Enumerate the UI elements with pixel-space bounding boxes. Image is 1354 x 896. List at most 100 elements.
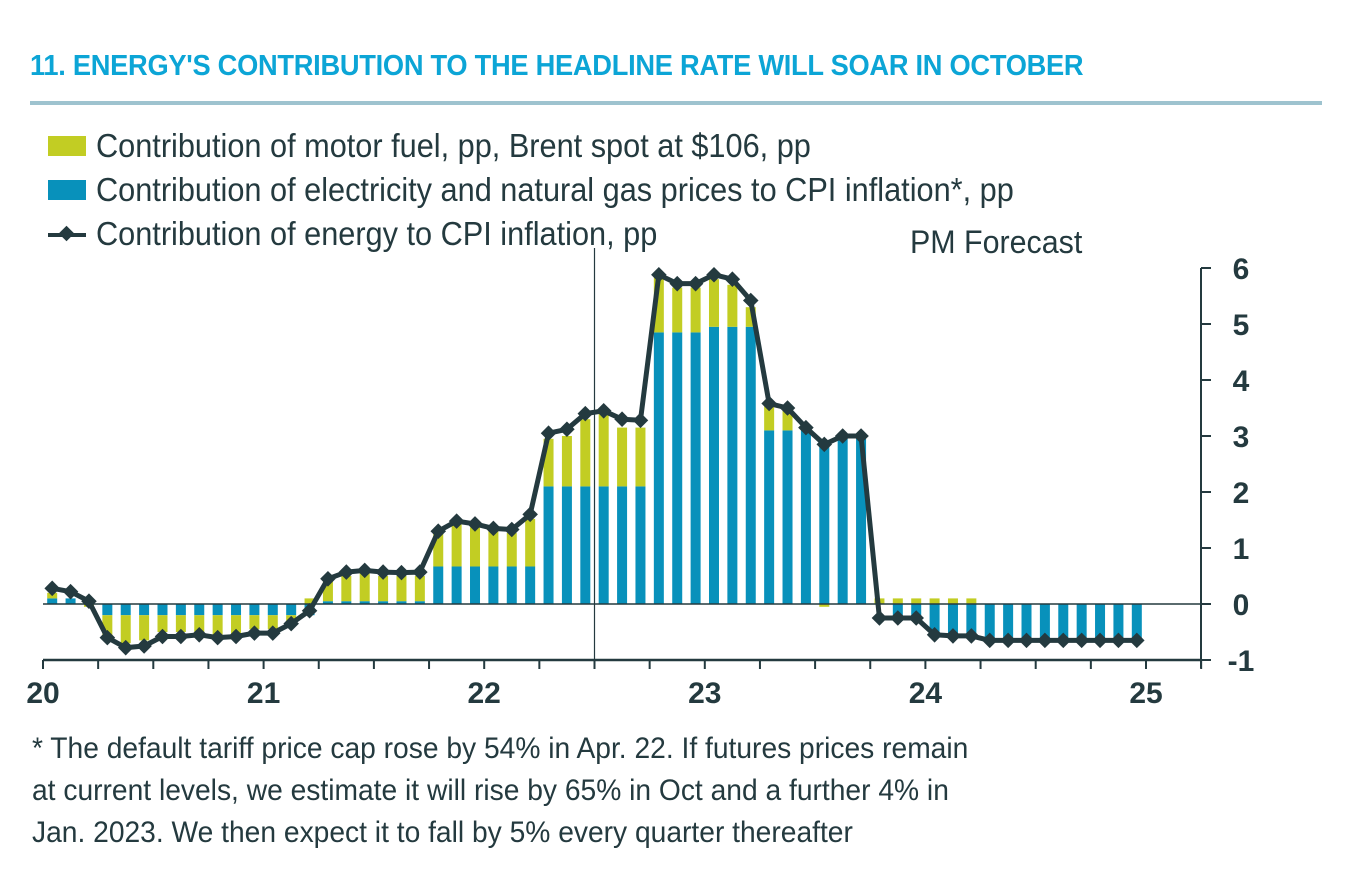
- axes-layer: [42, 248, 1211, 669]
- electricity-gas-bar: [175, 604, 186, 616]
- title-divider: [30, 101, 1322, 105]
- motor-fuel-bar: [672, 287, 683, 333]
- motor-fuel-bar: [414, 576, 425, 602]
- motor-fuel-bar: [102, 615, 113, 638]
- energy-marker: [632, 412, 649, 429]
- electricity-gas-bar: [561, 486, 572, 604]
- electricity-gas-bar: [267, 604, 278, 616]
- electricity-gas-bar: [1058, 604, 1069, 640]
- energy-marker: [522, 506, 538, 523]
- motor-fuel-bar: [617, 427, 628, 487]
- motor-fuel-bar: [120, 615, 131, 644]
- legend-label: Contribution of motor fuel, pp, Brent sp…: [96, 127, 811, 164]
- electricity-gas-bar: [451, 566, 462, 604]
- motor-fuel-bar: [157, 615, 168, 632]
- x-tick-label: 25: [1129, 677, 1162, 710]
- x-tick-label: 24: [909, 677, 943, 710]
- electricity-gas-bar: [819, 441, 830, 604]
- electricity-gas-bar: [856, 438, 867, 604]
- legend-item-motor-fuel: Contribution of motor fuel, pp, Brent sp…: [48, 124, 1083, 168]
- energy-marker: [687, 275, 704, 292]
- motor-fuel-bar: [708, 279, 719, 327]
- motor-fuel-bar: [359, 573, 370, 602]
- y-tick-label: 4: [1233, 365, 1250, 398]
- energy-marker: [1092, 632, 1108, 649]
- energy-marker: [651, 266, 667, 283]
- electricity-gas-bar: [396, 601, 407, 604]
- energy-marker: [338, 564, 355, 580]
- chart-title: 11. ENERGY'S CONTRIBUTION TO THE HEADLIN…: [30, 50, 1084, 82]
- motor-fuel-bar: [322, 581, 333, 602]
- electricity-gas-bar: [727, 326, 738, 604]
- electricity-gas-bar: [782, 430, 793, 604]
- electricity-gas-bar: [139, 604, 150, 616]
- electricity-gas-bar: [157, 604, 168, 616]
- electricity-gas-bar: [764, 430, 775, 604]
- motor-fuel-bar: [929, 598, 940, 604]
- energy-marker: [1110, 632, 1127, 649]
- motor-fuel-bar: [488, 530, 499, 567]
- electricity-gas-bar: [1095, 604, 1106, 640]
- energy-marker: [963, 628, 980, 644]
- energy-marker: [1037, 632, 1053, 649]
- energy-marker: [393, 564, 410, 581]
- energy-marker: [669, 275, 686, 292]
- electricity-gas-bar: [341, 601, 352, 604]
- motor-fuel-bar: [139, 615, 150, 641]
- electricity-gas-bar: [120, 604, 131, 616]
- motor-fuel-bar: [267, 615, 278, 630]
- y-tick-label: 5: [1233, 309, 1250, 342]
- y-tick-label: 2: [1233, 477, 1250, 510]
- electricity-gas-bar: [322, 601, 333, 604]
- motor-fuel-bar: [819, 604, 830, 607]
- motor-fuel-bar: [892, 598, 903, 604]
- footnote: * The default tariff price cap rose by 5…: [32, 728, 1332, 854]
- energy-marker: [209, 629, 226, 646]
- electricity-gas-bar: [231, 604, 242, 616]
- energy-marker: [908, 610, 924, 626]
- motor-fuel-swatch: [48, 136, 86, 156]
- line-diamond-marker-icon: [48, 224, 86, 244]
- motor-fuel-bar: [966, 598, 977, 604]
- x-tick-label: 22: [468, 677, 501, 710]
- energy-marker: [1073, 632, 1090, 649]
- legend-item-electricity-gas: Contribution of electricity and natural …: [48, 168, 1083, 212]
- motor-fuel-bar: [433, 532, 444, 567]
- motor-fuel-bar: [304, 598, 315, 604]
- legend-label: Contribution of energy to CPI inflation,…: [96, 215, 658, 252]
- electricity-gas-bar: [525, 566, 536, 604]
- electricity-gas-bar: [1039, 604, 1050, 640]
- footnote-line: * The default tariff price cap rose by 5…: [32, 732, 969, 765]
- motor-fuel-bar: [525, 518, 536, 567]
- energy-marker: [44, 580, 60, 597]
- motor-fuel-bar: [175, 615, 186, 632]
- energy-marker: [412, 564, 428, 580]
- motor-fuel-bar: [911, 598, 922, 604]
- electricity-gas-bar: [414, 601, 425, 604]
- x-tick-label: 23: [688, 677, 721, 710]
- electricity-gas-bar: [708, 326, 719, 604]
- electricity-gas-swatch: [48, 180, 86, 200]
- motor-fuel-bar: [194, 615, 205, 632]
- energy-marker: [136, 638, 152, 654]
- electricity-gas-bar: [690, 332, 701, 604]
- energy-marker: [356, 562, 373, 579]
- motor-fuel-bar: [635, 427, 646, 487]
- energy-marker: [1129, 632, 1145, 649]
- y-tick-label: 0: [1233, 589, 1250, 622]
- electricity-gas-bar: [433, 566, 444, 604]
- electricity-gas-bar: [598, 486, 609, 604]
- energy-marker: [467, 516, 483, 532]
- footnote-line: Jan. 2023. We then expect it to fall by …: [32, 816, 853, 849]
- motor-fuel-bar: [690, 287, 701, 333]
- energy-marker: [1018, 632, 1035, 649]
- motor-fuel-bar: [506, 532, 517, 567]
- energy-marker: [485, 520, 502, 537]
- x-tick-label: 21: [247, 677, 280, 710]
- energy-marker: [871, 610, 888, 626]
- energy-marker: [375, 564, 391, 580]
- motor-fuel-bar: [470, 527, 481, 567]
- electricity-gas-bar: [359, 601, 370, 604]
- energy-marker: [595, 403, 612, 419]
